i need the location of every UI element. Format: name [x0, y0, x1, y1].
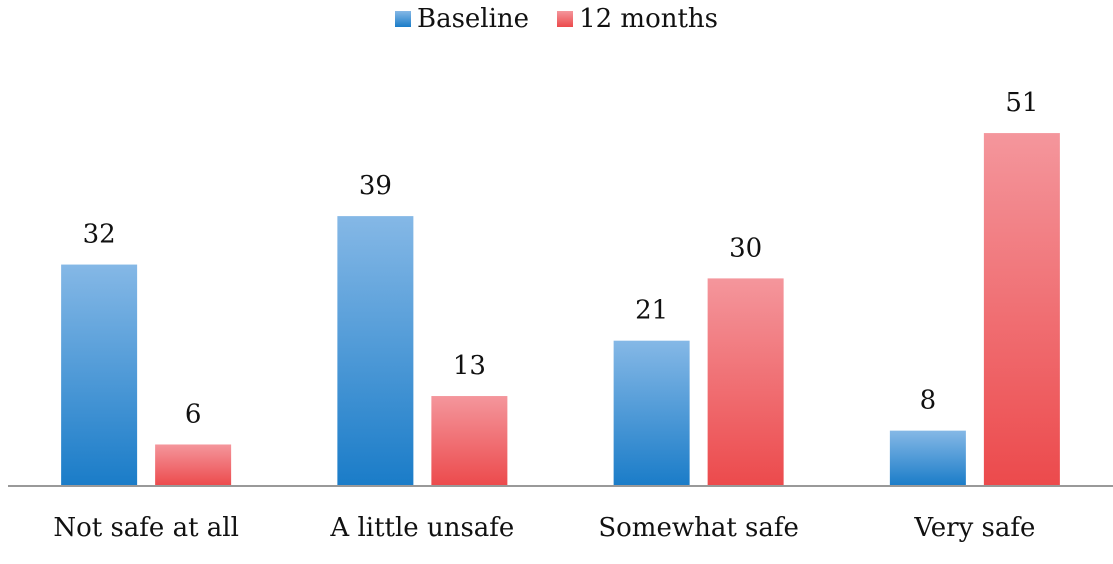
legend-label-12-months: 12 months — [579, 4, 719, 34]
bar-baseline-very-safe — [889, 430, 966, 486]
bar-12-months-a-little-unsafe — [431, 396, 508, 486]
chart-legend: Baseline 12 months — [0, 4, 1113, 34]
data-label-12-months-a-little-unsafe: 13 — [453, 351, 486, 381]
data-label-12-months-somewhat-safe: 30 — [729, 233, 762, 263]
category-label-very-safe: Very safe — [913, 513, 1035, 543]
legend-entry-baseline: Baseline — [394, 4, 530, 34]
category-label-somewhat-safe: Somewhat safe — [598, 513, 799, 543]
data-label-12-months-very-safe: 51 — [1005, 88, 1038, 118]
legend-entry-12-months: 12 months — [557, 4, 718, 34]
bar-12-months-not-safe-at-all — [155, 444, 232, 486]
data-label-baseline-not-safe-at-all: 32 — [83, 220, 116, 250]
bar-baseline-not-safe-at-all — [61, 264, 138, 486]
legend-swatch-baseline — [394, 11, 411, 27]
category-label-a-little-unsafe: A little unsafe — [329, 513, 514, 543]
legend-label-baseline: Baseline — [416, 4, 530, 34]
legend-swatch-12-months — [557, 11, 574, 27]
data-label-12-months-not-safe-at-all: 6 — [185, 399, 202, 429]
data-label-baseline-very-safe: 8 — [920, 386, 937, 416]
bar-baseline-a-little-unsafe — [337, 216, 414, 486]
bar-12-months-somewhat-safe — [707, 278, 784, 486]
data-label-baseline-somewhat-safe: 21 — [635, 296, 668, 326]
data-label-baseline-a-little-unsafe: 39 — [359, 171, 392, 201]
category-label-not-safe-at-all: Not safe at all — [53, 513, 239, 543]
bar-baseline-somewhat-safe — [613, 340, 690, 486]
bar-12-months-very-safe — [983, 133, 1060, 486]
